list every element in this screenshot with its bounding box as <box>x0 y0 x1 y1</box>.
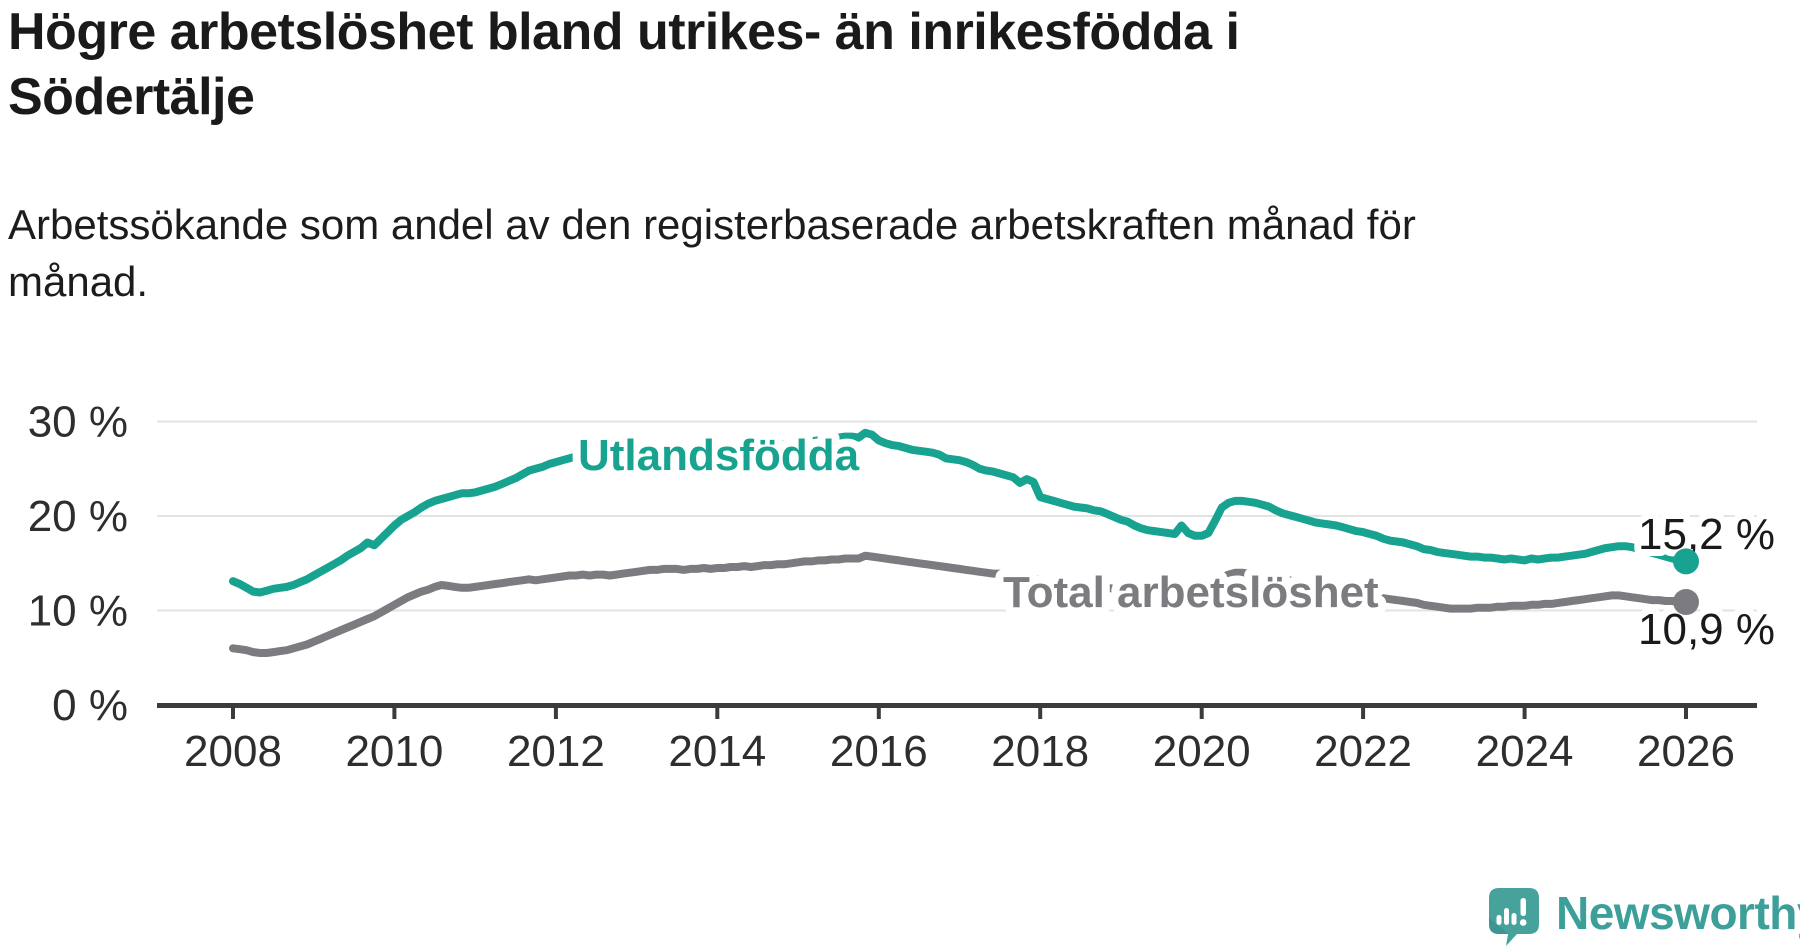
chart-title-line-1: Högre arbetslöshet bland utrikes- än inr… <box>8 3 1240 61</box>
chart-plot-layer: 30 % 20 % 10 % 0 % 2008 2010 2012 2014 2016 2018 2… <box>28 398 1757 776</box>
end-value-label-utlandsfodda: 15,2 % <box>1638 510 1775 559</box>
series-label-total-arbetsloshet: Total arbetslöshet <box>1003 568 1379 617</box>
x-axis-label-2016: 2016 <box>830 727 928 776</box>
x-axis-label-2018: 2018 <box>991 727 1089 776</box>
chart-subtitle-line-1: Arbetssökande som andel av den registerb… <box>8 201 1416 248</box>
chart-end-dot-layer <box>1673 548 1699 615</box>
chart-subtitle: Arbetssökande som andel av den registerb… <box>8 196 1708 310</box>
series-line-total <box>229 551 1690 657</box>
end-dot-total <box>1673 589 1699 615</box>
y-axis-label-0: 0 % <box>52 681 128 730</box>
series-line-utlandsfodda <box>229 428 1690 597</box>
x-axis-label-2024: 2024 <box>1476 727 1574 776</box>
x-axis-label-2022: 2022 <box>1314 727 1412 776</box>
x-axis-label-2008: 2008 <box>184 727 282 776</box>
y-axis-label-10: 10 % <box>28 587 128 636</box>
chart-title-line-2: Södertälje <box>8 68 255 126</box>
x-axis-label-2014: 2014 <box>668 727 766 776</box>
newsworthy-brand-name: Newsworthy <box>1556 887 1800 939</box>
newsworthy-logo-icon <box>1489 888 1539 946</box>
chart-subtitle-line-2: månad. <box>8 258 149 305</box>
end-value-label-total: 10,9 % <box>1638 605 1775 654</box>
x-axis-label-2026: 2026 <box>1637 727 1735 776</box>
x-axis-label-2012: 2012 <box>507 727 605 776</box>
end-dot-utlandsfodda <box>1673 548 1699 575</box>
chart-title: Högre arbetslöshet bland utrikes- än inr… <box>8 0 1708 130</box>
y-axis-label-30: 30 % <box>28 398 128 447</box>
x-axis-label-2010: 2010 <box>345 727 443 776</box>
x-axis-label-2020: 2020 <box>1153 727 1251 776</box>
y-axis-label-20: 20 % <box>28 492 128 541</box>
series-label-utlandsfodda: Utlandsfödda <box>578 431 860 480</box>
